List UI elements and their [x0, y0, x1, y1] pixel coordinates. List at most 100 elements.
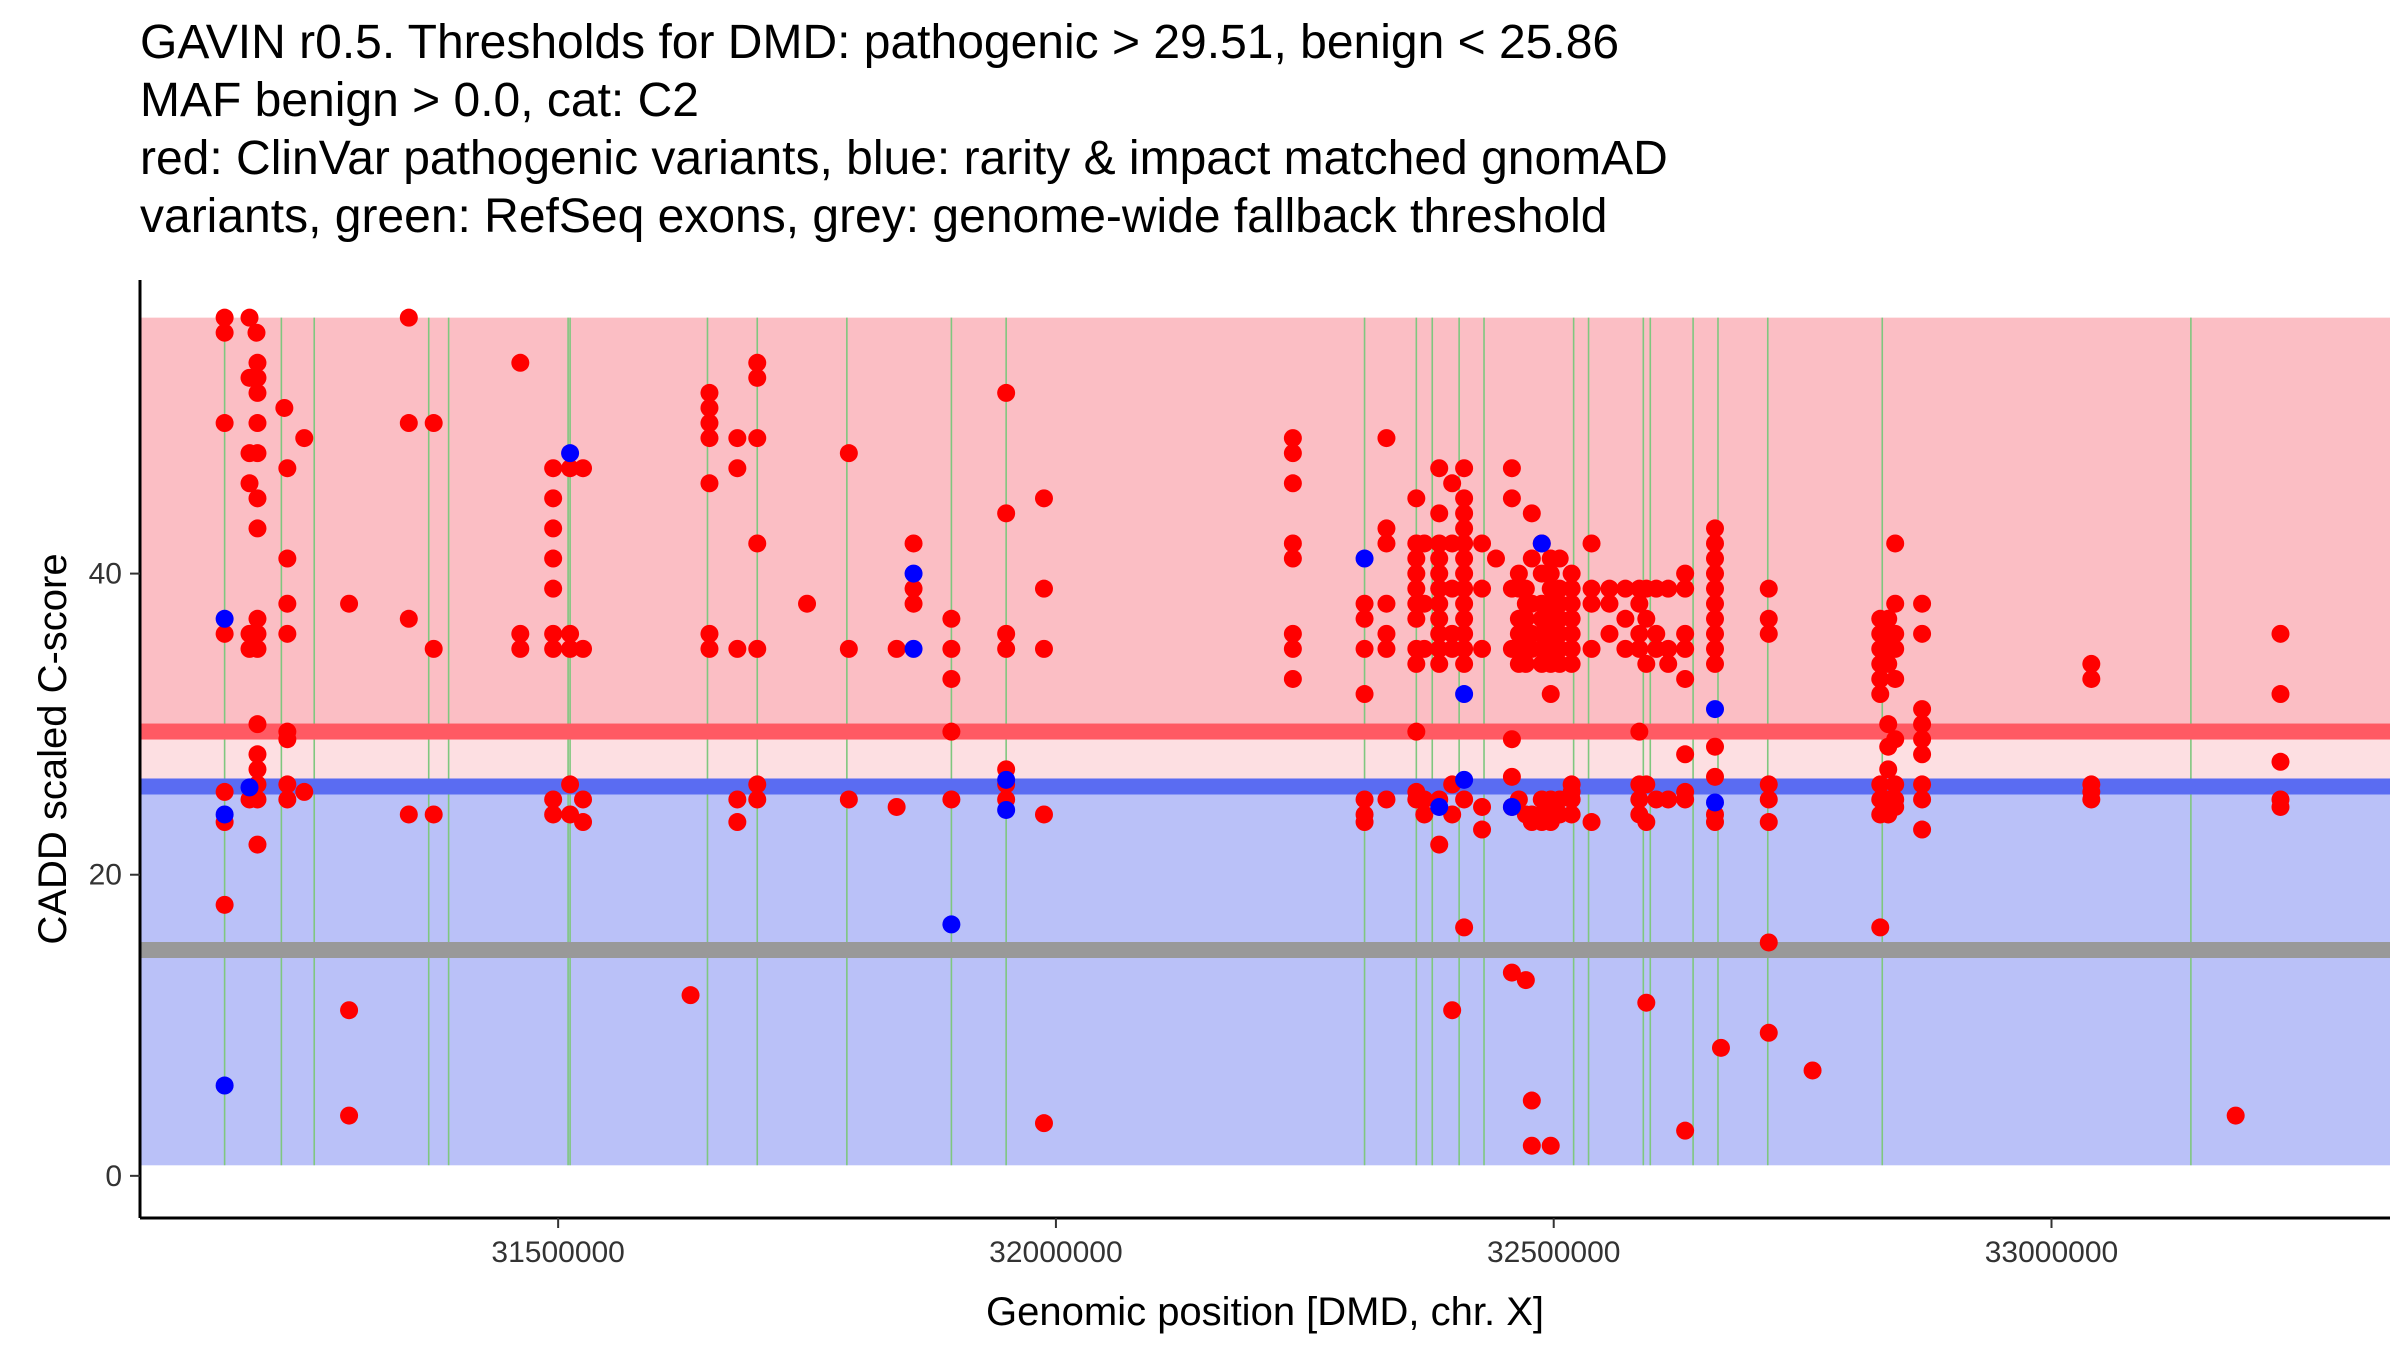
clinvar-point	[700, 414, 719, 433]
clinvar-point	[1355, 813, 1374, 832]
clinvar-point	[1377, 594, 1396, 613]
clinvar-point	[1430, 609, 1449, 628]
clinvar-point	[1582, 639, 1601, 658]
clinvar-point	[1630, 594, 1649, 613]
clinvar-point	[1759, 933, 1778, 952]
clinvar-point	[748, 639, 767, 658]
clinvar-point	[942, 609, 961, 628]
clinvar-point	[1706, 813, 1724, 832]
clinvar-point	[1886, 624, 1905, 643]
clinvar-point	[399, 308, 418, 327]
clinvar-point	[511, 624, 530, 643]
y-axis-title: CADD scaled C-score	[31, 553, 75, 944]
clinvar-point	[1377, 624, 1396, 643]
clinvar-point	[1430, 639, 1449, 658]
clinvar-point	[1879, 715, 1898, 734]
clinvar-point	[1430, 594, 1449, 613]
clinvar-point	[1377, 639, 1396, 658]
clinvar-point	[2271, 752, 2290, 771]
clinvar-point	[700, 383, 719, 402]
clinvar-point	[942, 669, 961, 688]
clinvar-point	[1879, 654, 1898, 673]
clinvar-point	[2082, 669, 2101, 688]
benign-threshold-line	[140, 778, 2390, 795]
clinvar-point	[798, 594, 817, 613]
clinvar-point	[1582, 534, 1601, 553]
clinvar-point	[1455, 504, 1474, 523]
clinvar-point	[1283, 624, 1302, 643]
clinvar-point	[544, 790, 563, 809]
clinvar-point	[1913, 715, 1932, 734]
clinvar-point	[1430, 564, 1449, 583]
gnomad-point	[942, 915, 961, 934]
clinvar-point	[1455, 624, 1474, 643]
clinvar-point	[1522, 1136, 1541, 1155]
threshold-regions	[140, 317, 2390, 1166]
clinvar-point	[1430, 459, 1449, 478]
clinvar-point	[1430, 624, 1449, 643]
clinvar-point	[2082, 654, 2101, 673]
clinvar-point	[1879, 609, 1898, 628]
clinvar-point	[1377, 534, 1396, 553]
clinvar-point	[1803, 1061, 1822, 1080]
clinvar-point	[340, 1106, 359, 1125]
clinvar-point	[275, 398, 294, 417]
clinvar-point	[574, 459, 593, 478]
y-tick-label: 20	[89, 859, 122, 892]
clinvar-point	[1886, 594, 1905, 613]
clinvar-point	[904, 534, 923, 553]
clinvar-point	[215, 323, 234, 342]
clinvar-point	[215, 308, 234, 327]
clinvar-point	[1455, 790, 1474, 809]
clinvar-point	[1706, 564, 1724, 583]
clinvar-point	[278, 624, 297, 643]
title-line-1: GAVIN r0.5. Thresholds for DMD: pathogen…	[140, 16, 1620, 69]
clinvar-point	[240, 308, 259, 327]
clinvar-point	[2271, 797, 2290, 816]
clinvar-point	[1706, 579, 1724, 598]
clinvar-point	[748, 790, 767, 809]
clinvar-point	[1706, 767, 1724, 786]
clinvar-point	[278, 790, 297, 809]
clinvar-point	[1562, 579, 1581, 598]
clinvar-point	[1415, 594, 1434, 613]
clinvar-point	[1522, 1091, 1541, 1110]
clinvar-point	[1886, 797, 1905, 816]
fallback-threshold-line	[140, 942, 2390, 958]
clinvar-point	[1886, 534, 1905, 553]
clinvar-point	[1676, 624, 1695, 643]
clinvar-point	[1562, 805, 1581, 824]
clinvar-point	[887, 639, 906, 658]
clinvar-point	[1283, 474, 1302, 493]
clinvar-point	[942, 722, 961, 741]
clinvar-point	[1871, 669, 1890, 688]
clinvar-point	[1706, 624, 1724, 643]
clinvar-point	[1582, 579, 1601, 598]
clinvar-point	[1637, 609, 1656, 628]
gnomad-point	[215, 805, 234, 824]
clinvar-point	[728, 459, 747, 478]
clinvar-point	[1706, 549, 1724, 568]
y-tick-label: 40	[89, 558, 122, 591]
clinvar-point	[1355, 609, 1374, 628]
clinvar-point	[1706, 519, 1724, 538]
clinvar-point	[1562, 624, 1581, 643]
clinvar-point	[1516, 971, 1535, 990]
clinvar-point	[248, 715, 267, 734]
clinvar-point	[887, 797, 906, 816]
clinvar-point	[1407, 654, 1426, 673]
clinvar-point	[2271, 685, 2290, 704]
clinvar-point	[544, 459, 563, 478]
clinvar-point	[839, 444, 858, 463]
x-tick-label: 31500000	[491, 1236, 624, 1269]
pathogenic-threshold-line	[140, 723, 2390, 740]
clinvar-point	[1455, 654, 1474, 673]
clinvar-point	[278, 775, 297, 794]
gnomad-point	[1455, 685, 1474, 704]
clinvar-point	[1637, 775, 1656, 794]
clinvar-point	[1562, 564, 1581, 583]
clinvar-point	[728, 639, 747, 658]
gnomad-point	[904, 564, 923, 583]
clinvar-point	[399, 414, 418, 433]
clinvar-point	[1473, 797, 1492, 816]
